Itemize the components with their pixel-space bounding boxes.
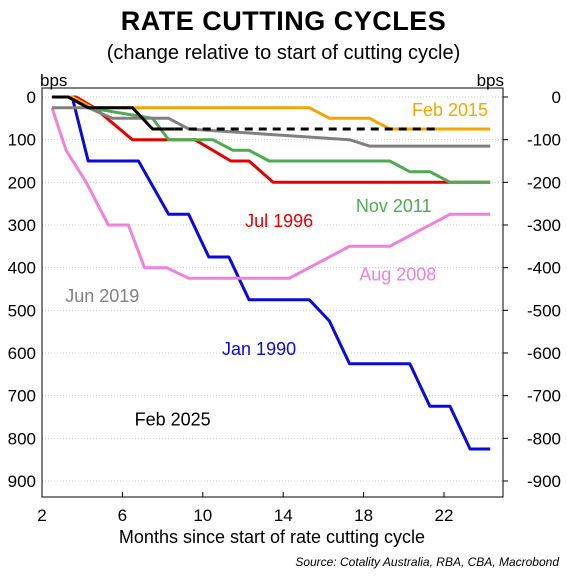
y-tick-label-left: 100 xyxy=(8,131,36,150)
x-tick-label: 22 xyxy=(435,506,454,525)
source-note: Source: Cotality Australia, RBA, CBA, Ma… xyxy=(295,555,559,569)
y-tick-label-right: -800 xyxy=(527,429,561,448)
x-tick-label: 14 xyxy=(274,506,293,525)
y-tick-label-left: 200 xyxy=(8,173,36,192)
y-tick-label-right: -300 xyxy=(527,216,561,235)
y-tick-label-left: 700 xyxy=(8,387,36,406)
y-tick-label-right: 0 xyxy=(552,88,561,107)
series-line-jan-1990 xyxy=(52,95,491,451)
series-line-aug-2008 xyxy=(50,107,491,280)
x-tick-label: 6 xyxy=(118,506,127,525)
y-tick-label-left: 600 xyxy=(8,344,36,363)
series-label-jul-1996: Jul 1996 xyxy=(245,211,313,231)
series-line-feb-2015 xyxy=(52,95,491,131)
x-axis-label: Months since start of rate cutting cycle xyxy=(119,527,425,547)
y-tick-label-right: -200 xyxy=(527,173,561,192)
y-tick-label-right: -400 xyxy=(527,259,561,278)
series-label-jun-2019: Jun 2019 xyxy=(65,286,139,306)
chart-title: RATE CUTTING CYCLES xyxy=(120,6,447,36)
series-label-feb-2025: Feb 2025 xyxy=(135,410,211,430)
y-tick-label-left: 0 xyxy=(27,88,36,107)
y-unit-right: bps xyxy=(477,71,504,90)
series-label-nov-2011: Nov 2011 xyxy=(356,196,432,216)
y-tick-label-right: -900 xyxy=(527,472,561,491)
y-tick-label-left: 900 xyxy=(8,472,36,491)
y-tick-label-right: -100 xyxy=(527,131,561,150)
x-tick-label: 10 xyxy=(193,506,212,525)
y-unit-left: bps xyxy=(40,71,67,90)
y-tick-label-left: 300 xyxy=(8,216,36,235)
series-label-aug-2008: Aug 2008 xyxy=(359,264,436,284)
series-line-nov-2011 xyxy=(52,95,491,184)
y-tick-label-right: -700 xyxy=(527,387,561,406)
series-label-feb-2015: Feb 2015 xyxy=(412,100,488,120)
y-tick-label-left: 500 xyxy=(8,301,36,320)
x-tick-label: 18 xyxy=(354,506,373,525)
x-tick-label: 2 xyxy=(37,506,46,525)
y-tick-label-right: -600 xyxy=(527,344,561,363)
series-line-feb-2025 xyxy=(52,95,175,131)
plot-frame xyxy=(41,87,504,498)
series-line-jun-2019 xyxy=(52,106,491,148)
chart-subtitle: (change relative to start of cutting cyc… xyxy=(106,42,461,64)
y-tick-label-left: 800 xyxy=(8,429,36,448)
series-label-jan-1990: Jan 1990 xyxy=(222,339,296,359)
y-tick-label-left: 400 xyxy=(8,259,36,278)
y-tick-label-right: -500 xyxy=(527,301,561,320)
